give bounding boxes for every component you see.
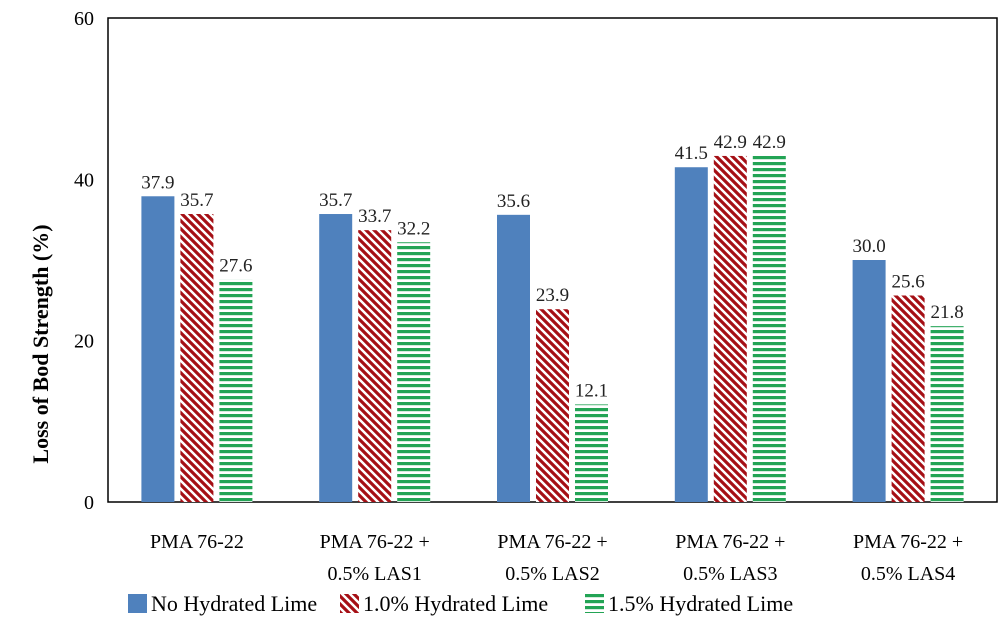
data-label: 25.6 [891, 271, 924, 292]
data-label: 30.0 [852, 236, 885, 257]
bar [397, 242, 431, 502]
data-label: 42.9 [714, 132, 747, 153]
legend-entry: 1.0% Hydrated Lime [363, 591, 548, 616]
bar [752, 155, 786, 502]
data-label: 41.5 [675, 143, 708, 164]
legend-swatch [585, 594, 604, 613]
y-tick-label: 20 [74, 331, 94, 353]
y-tick-label: 40 [74, 169, 94, 191]
category-label: PMA 76-22 + [320, 531, 430, 553]
data-label: 33.7 [358, 206, 391, 227]
bar [536, 309, 569, 502]
bars [141, 155, 964, 503]
y-tick-label: 60 [74, 8, 94, 30]
plot-area: 0 20 40 60 37.9 35.7 27.6 35.7 33.7 32.2 35.6 23.9… [74, 8, 998, 585]
bar [891, 295, 925, 502]
data-label: 23.9 [536, 285, 569, 306]
data-label: 12.1 [575, 380, 608, 401]
category-label: PMA 76-22 [150, 531, 244, 553]
data-label: 37.9 [141, 172, 174, 193]
bar [852, 260, 886, 502]
legend: No Hydrated Lime 1.0% Hydrated Lime 1.5% H… [128, 591, 793, 616]
data-label: 21.8 [930, 302, 963, 323]
category-labels: PMA 76-22 PMA 76-22 + 0.5% LAS1 PMA 76-22 +… [150, 531, 963, 585]
category-label: PMA 76-22 + [497, 531, 607, 553]
data-label: 35.7 [319, 190, 352, 211]
legend-entry: 1.5% Hydrated Lime [608, 591, 793, 616]
data-label: 32.2 [397, 218, 430, 239]
category-label: PMA 76-22 + [675, 531, 785, 553]
bar [358, 230, 392, 503]
category-label: 0.5% LAS2 [505, 563, 599, 585]
legend-swatch [128, 594, 147, 613]
bar [713, 155, 747, 502]
legend-entry: No Hydrated Lime [151, 591, 317, 616]
data-label: 27.6 [219, 255, 252, 276]
legend-swatch [340, 594, 359, 613]
bar [674, 167, 708, 502]
bar [497, 214, 530, 502]
y-axis-title: Loss of Bod Strength (%) [28, 224, 53, 463]
bar [575, 404, 608, 502]
y-tick-label: 0 [84, 492, 94, 514]
category-label: 0.5% LAS3 [683, 563, 777, 585]
bar [180, 214, 214, 502]
category-label: 0.5% LAS4 [861, 563, 955, 585]
data-label: 42.9 [753, 132, 786, 153]
bar [319, 214, 353, 502]
bar [930, 326, 964, 502]
data-label: 35.6 [497, 191, 530, 212]
data-label: 35.7 [180, 190, 213, 211]
category-label: PMA 76-22 + [853, 531, 963, 553]
y-axis-ticks: 0 20 40 60 [74, 8, 94, 514]
category-label: 0.5% LAS1 [327, 563, 421, 585]
data-labels: 37.9 35.7 27.6 35.7 33.7 32.2 35.6 23.9 12.1 41.5… [141, 132, 963, 401]
bar [141, 196, 175, 503]
bar [219, 279, 253, 502]
